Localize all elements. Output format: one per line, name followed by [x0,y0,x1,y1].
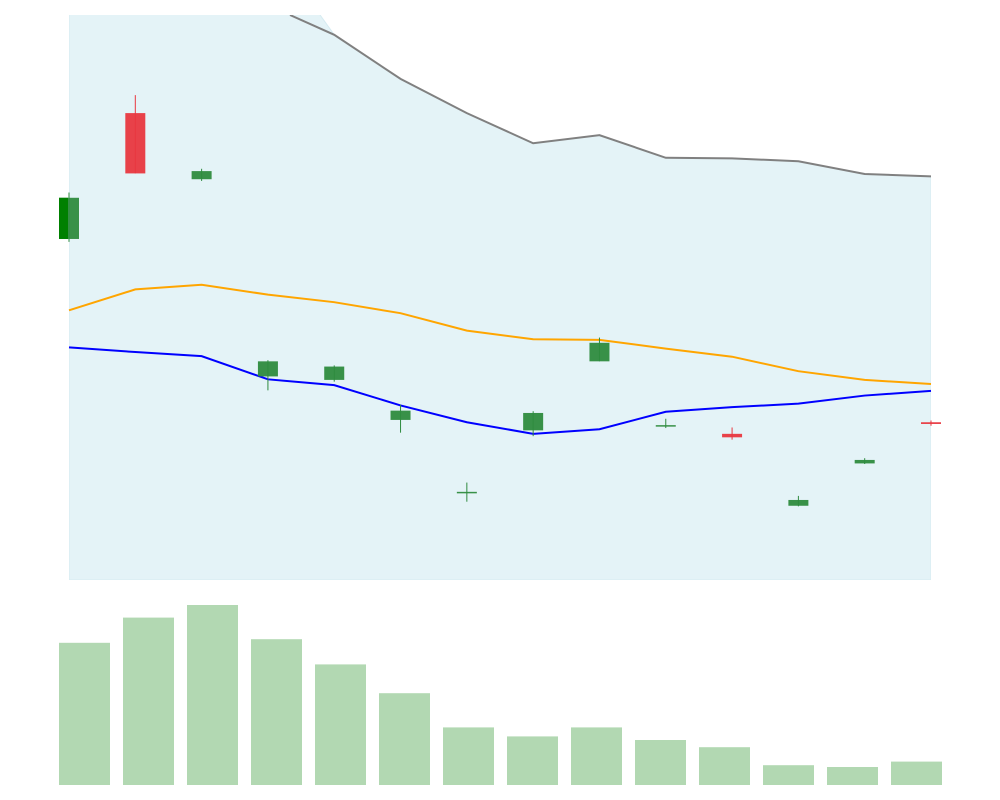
candle [191,168,212,181]
candle [655,418,676,429]
candle [257,360,278,391]
volume-bar [315,664,366,785]
candle-body [523,412,544,431]
volume-bar [507,736,558,785]
candle [854,458,875,464]
candle-body [921,422,941,424]
candle [324,365,345,382]
candle-body [191,171,212,180]
volume-bar [699,747,750,785]
candle-body [788,499,809,506]
volume-bar [571,727,622,785]
candle [722,427,743,440]
candle [523,411,544,437]
volume-bar [379,693,430,785]
candle [125,95,146,174]
candle-body [722,433,743,438]
candle-body [456,491,477,494]
candle-body [589,342,610,362]
candle [456,482,477,502]
volume-bar [827,767,878,785]
volume-bar [443,727,494,785]
candle [589,337,610,362]
volume-bar [187,605,238,785]
candle-body-edge [59,197,68,239]
candle [390,404,411,433]
candle-body [854,459,875,464]
volume-bar [251,639,302,785]
price-chart [59,15,941,580]
candle-body [324,366,345,380]
band-fill-area [69,15,931,580]
volume-bar [763,765,814,785]
upper-band-line [289,15,931,178]
lower-line [68,346,932,435]
candle [59,192,79,242]
candle-body [125,113,146,174]
volume-bar [891,761,942,785]
candle [921,420,941,426]
volume-chart [59,605,942,785]
volume-bar [59,642,110,785]
candle [788,495,809,507]
candle-body [390,410,411,420]
candle-body [655,425,676,427]
middle-line [68,283,932,385]
candle-body [257,361,278,377]
volume-bar [123,617,174,785]
volume-bar [635,740,686,785]
